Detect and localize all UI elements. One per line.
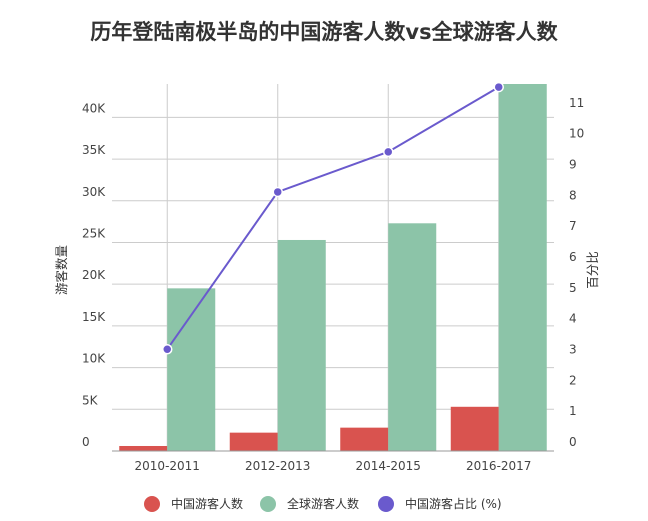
ratio-point xyxy=(272,186,283,198)
y-tick-label: 30K xyxy=(82,185,106,199)
y2-tick-label: 1 xyxy=(569,404,577,418)
y2-tick-label: 2 xyxy=(569,373,577,387)
legend-swatch xyxy=(378,496,394,512)
y2-tick-label: 9 xyxy=(569,157,577,171)
ratio-point xyxy=(162,343,173,355)
legend-swatch xyxy=(144,496,160,512)
y2-tick-label: 5 xyxy=(569,281,577,295)
y2-tick-label: 4 xyxy=(569,312,577,326)
y2-tick-label: 10 xyxy=(569,127,584,141)
chart-title: 历年登陆南极半岛的中国游客人数vs全球游客人数 xyxy=(90,20,558,44)
bar-global xyxy=(277,239,326,451)
ratio-point xyxy=(383,146,394,158)
bar-global xyxy=(388,223,437,451)
y2-tick-label: 6 xyxy=(569,250,577,264)
legend-swatch xyxy=(260,496,276,512)
y2-tick-label: 8 xyxy=(569,188,577,202)
y2-tick-label: 3 xyxy=(569,342,577,356)
ratio-point xyxy=(493,81,504,93)
ratio-line xyxy=(162,81,504,355)
legend-label: 全球游客人数 xyxy=(287,496,359,511)
bar-china xyxy=(450,406,499,451)
bar-global xyxy=(498,84,547,451)
y-tick-label: 5K xyxy=(82,393,99,407)
y-tick-label: 25K xyxy=(82,226,106,240)
bar-china xyxy=(340,427,389,451)
y2-tick-label: 0 xyxy=(569,435,577,449)
bar-china xyxy=(119,445,168,451)
legend: 中国游客人数 全球游客人数 中国游客占比 (%) xyxy=(144,496,502,512)
y2-tick-label: 11 xyxy=(569,96,584,110)
x-tick-label: 2014-2015 xyxy=(356,459,421,473)
y-tick-label: 10K xyxy=(82,352,106,366)
legend-label: 中国游客人数 xyxy=(171,496,243,511)
y2-axis-title: 百分比 xyxy=(585,251,600,289)
y-tick-label: 40K xyxy=(82,101,106,115)
y-axis-title: 游客数量 xyxy=(54,245,69,295)
y-tick-label: 15K xyxy=(82,310,106,324)
x-tick-label: 2016-2017 xyxy=(466,459,531,473)
y2-tick-label: 7 xyxy=(569,219,577,233)
y-tick-label: 20K xyxy=(82,268,106,282)
legend-label: 中国游客占比 (%) xyxy=(405,496,502,511)
bar-global xyxy=(167,288,216,451)
tick-labels: 0 5K 10K 15K 20K 25K 30K 35K 40K 0 1 2 3 4 5 6 7 8 9 10 11 20… xyxy=(82,96,584,473)
x-tick-label: 2012-2013 xyxy=(245,459,310,473)
bars xyxy=(119,84,547,451)
x-tick-label: 2010-2011 xyxy=(135,459,200,473)
bar-china xyxy=(229,432,278,451)
ratio-polyline xyxy=(166,86,500,350)
y-tick-label: 0 xyxy=(82,435,90,449)
y-tick-label: 35K xyxy=(82,143,106,157)
